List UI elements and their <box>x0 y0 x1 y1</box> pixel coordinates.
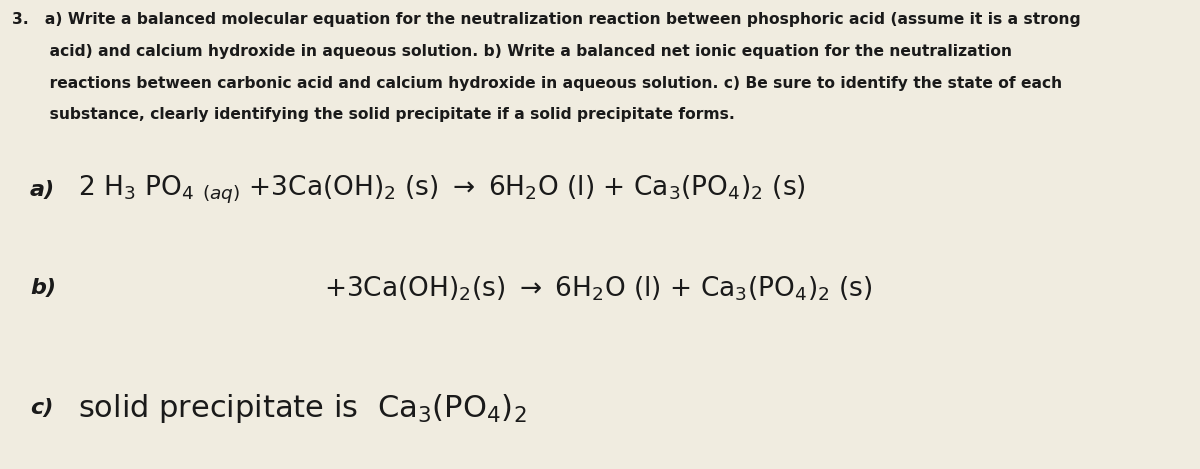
Text: 2 H$_3$ PO$_4$ $_{(aq)}$ +3Ca(OH)$_2$ (s) $\rightarrow$ 6H$_2$O (l) + Ca$_3$(PO$: 2 H$_3$ PO$_4$ $_{(aq)}$ +3Ca(OH)$_2$ (s… <box>78 174 806 206</box>
Text: b): b) <box>30 279 56 298</box>
Text: a): a) <box>30 180 55 200</box>
Text: reactions between carbonic acid and calcium hydroxide in aqueous solution. c) Be: reactions between carbonic acid and calc… <box>12 76 1062 91</box>
Text: solid precipitate is  Ca$_3$(PO$_4$)$_2$: solid precipitate is Ca$_3$(PO$_4$)$_2$ <box>78 392 527 424</box>
Text: 3.   a) Write a balanced molecular equation for the neutralization reaction betw: 3. a) Write a balanced molecular equatio… <box>12 12 1081 27</box>
Text: c): c) <box>30 398 53 418</box>
Text: +3Ca(OH)$_{2}$(s) $\rightarrow$ 6H$_2$O (l) + Ca$_3$(PO$_4$)$_2$ (s): +3Ca(OH)$_{2}$(s) $\rightarrow$ 6H$_2$O … <box>324 274 872 303</box>
Text: acid) and calcium hydroxide in aqueous solution. b) Write a balanced net ionic e: acid) and calcium hydroxide in aqueous s… <box>12 44 1012 59</box>
Text: substance, clearly identifying the solid precipitate if a solid precipitate form: substance, clearly identifying the solid… <box>12 107 734 122</box>
